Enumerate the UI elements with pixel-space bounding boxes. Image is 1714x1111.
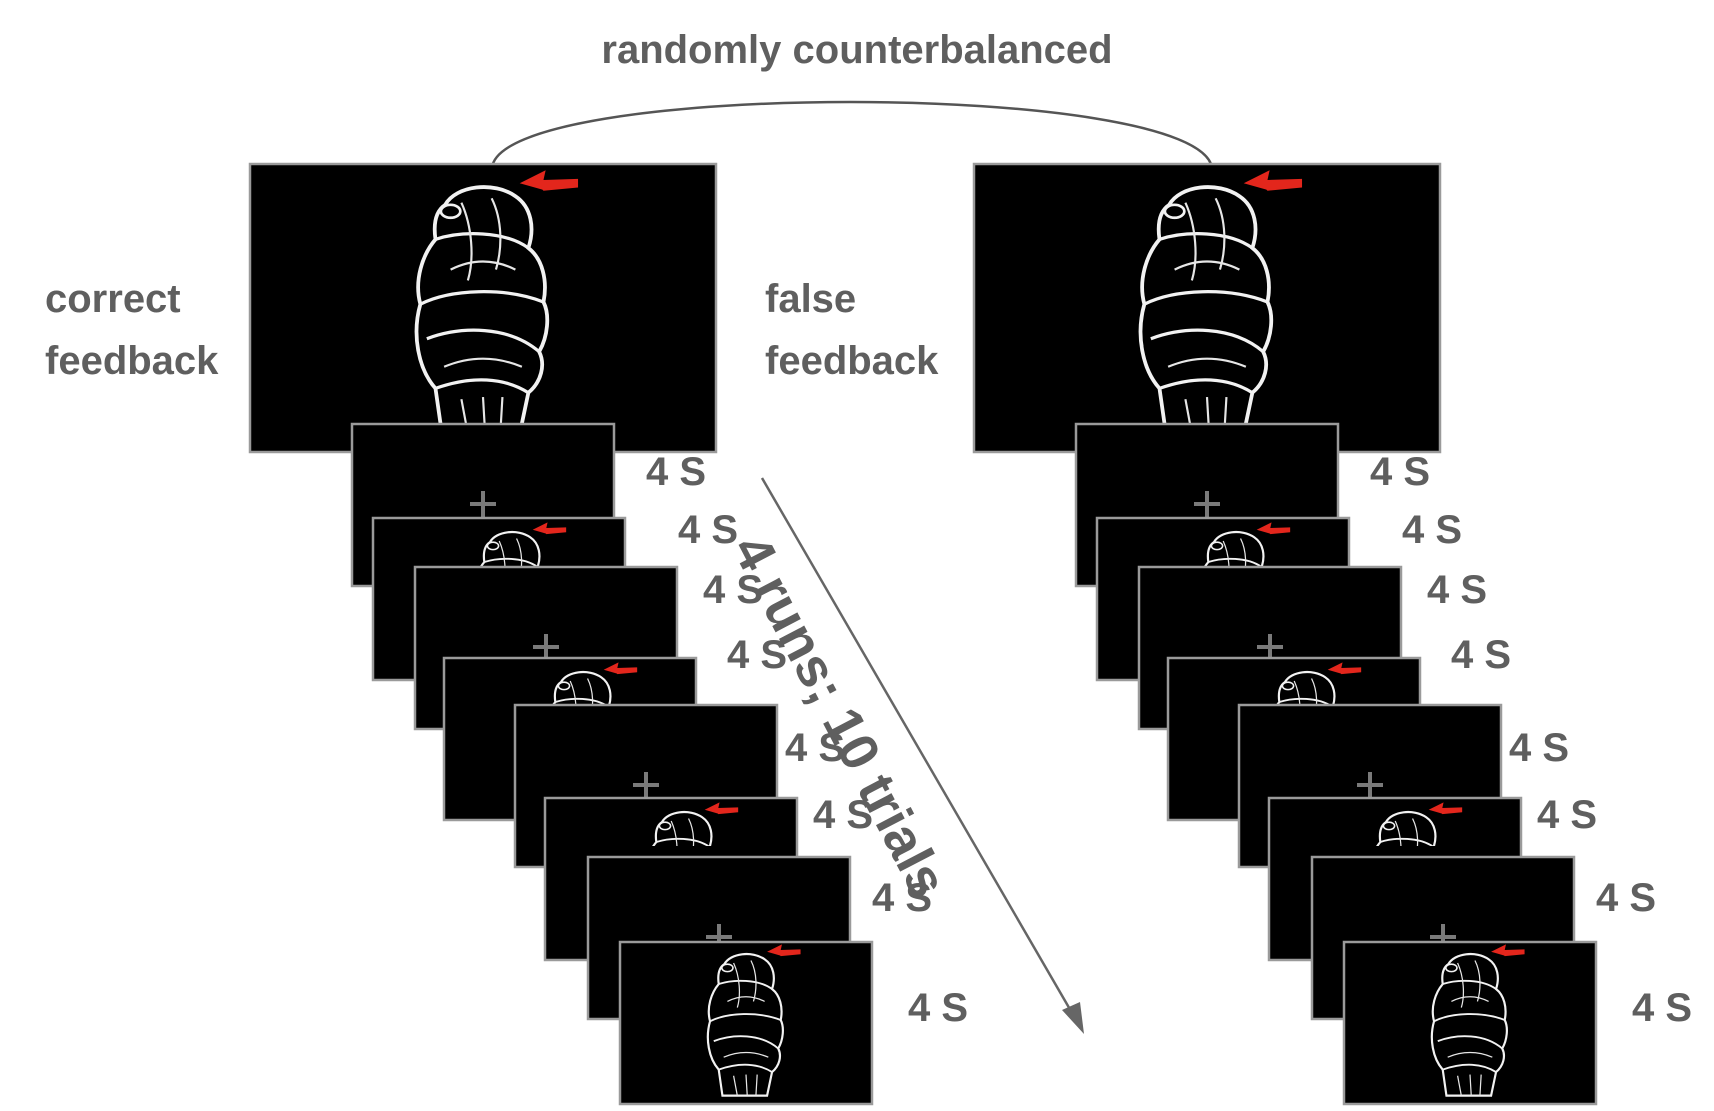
false-fixation-cross-icon	[1357, 772, 1383, 798]
correct-duration-label: 4 S	[785, 726, 846, 770]
correct-feedback-line2: feedback	[45, 339, 219, 383]
false-duration-label: 4 S	[1596, 876, 1657, 920]
correct-fixation-cross-icon	[470, 491, 496, 517]
correct-duration-label: 4 S	[908, 986, 969, 1030]
correct-duration-label: 4 S	[678, 508, 739, 552]
false-duration-label: 4 S	[1632, 986, 1693, 1030]
false-feedback-line2: feedback	[765, 339, 939, 383]
false-feedback-label: false feedback	[765, 268, 938, 392]
correct-feedback-line1: correct	[45, 277, 181, 321]
false-fixation-cross-icon	[1194, 491, 1220, 517]
correct-duration-label: 4 S	[872, 876, 933, 920]
trial-progress-arrow-head	[1062, 1002, 1084, 1034]
false-duration-label: 4 S	[1451, 633, 1512, 677]
correct-duration-label: 4 S	[727, 633, 788, 677]
correct-duration-label: 4 S	[646, 450, 707, 494]
false-duration-label: 4 S	[1427, 568, 1488, 612]
false-fixation-cross-icon	[1257, 634, 1283, 660]
counterbalance-arc	[490, 100, 1214, 169]
correct-feedback-label: correct feedback	[45, 268, 218, 392]
correct-fixation-cross-icon	[533, 634, 559, 660]
false-duration-label: 4 S	[1402, 508, 1463, 552]
counterbalance-label: randomly counterbalanced	[601, 28, 1113, 72]
correct-duration-label: 4 S	[813, 793, 874, 837]
false-trial-screen	[1342, 940, 1598, 1106]
false-duration-label: 4 S	[1537, 793, 1598, 837]
false-duration-label: 4 S	[1370, 450, 1431, 494]
correct-fixation-cross-icon	[633, 772, 659, 798]
false-duration-label: 4 S	[1509, 726, 1570, 770]
false-feedback-line1: false	[765, 277, 857, 321]
correct-duration-label: 4 S	[703, 568, 764, 612]
trial-progress-arrow-line	[760, 477, 1077, 1019]
